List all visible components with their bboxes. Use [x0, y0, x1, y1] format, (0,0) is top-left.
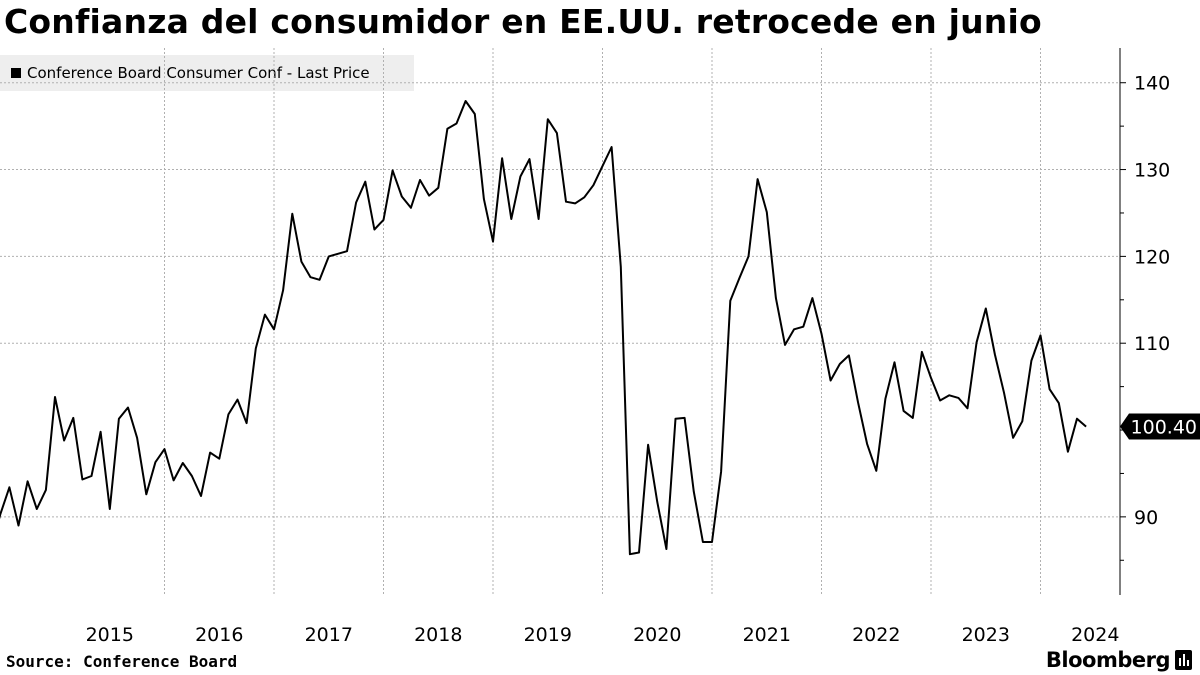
x-tick-label: 2020 — [633, 624, 681, 646]
gridlines — [0, 48, 1120, 595]
legend-swatch-icon — [11, 68, 21, 78]
y-tick-label: 140 — [1134, 73, 1170, 95]
x-tick-label: 2024 — [1071, 624, 1119, 646]
bloomberg-terminal-icon — [1175, 650, 1192, 670]
y-tick-label: 110 — [1134, 333, 1170, 355]
legend: Conference Board Consumer Conf - Last Pr… — [0, 55, 414, 91]
brand-logo: Bloomberg — [1045, 648, 1171, 672]
x-tick-label: 2019 — [524, 624, 572, 646]
legend-label: Conference Board Consumer Conf - Last Pr… — [27, 64, 370, 82]
source-note: Source: Conference Board — [6, 652, 238, 671]
y-tick-label: 120 — [1134, 246, 1170, 268]
x-tick-label: 2022 — [852, 624, 900, 646]
x-tick-label: 2021 — [743, 624, 791, 646]
x-tick-label: 2015 — [86, 624, 134, 646]
series-line — [0, 100, 1087, 556]
y-tick-label: 90 — [1134, 507, 1158, 529]
x-tick-label: 2016 — [195, 624, 243, 646]
last-value-marker: 100.40 — [1120, 413, 1200, 440]
x-axis-labels: 2015 2016 2017 2018 2019 2020 2021 2022 2023 2024 — [86, 624, 1120, 646]
last-value-badge — [1120, 413, 1200, 440]
y-axis: 90 110 120 130 140 — [1119, 48, 1170, 595]
y-tick-label: 130 — [1134, 160, 1170, 182]
x-tick-label: 2017 — [305, 624, 353, 646]
x-tick-label: 2018 — [414, 624, 462, 646]
x-tick-label: 2023 — [962, 624, 1010, 646]
chart-title: Confianza del consumidor en EE.UU. retro… — [4, 2, 1042, 41]
last-value-label: 100.40 — [1131, 417, 1197, 439]
